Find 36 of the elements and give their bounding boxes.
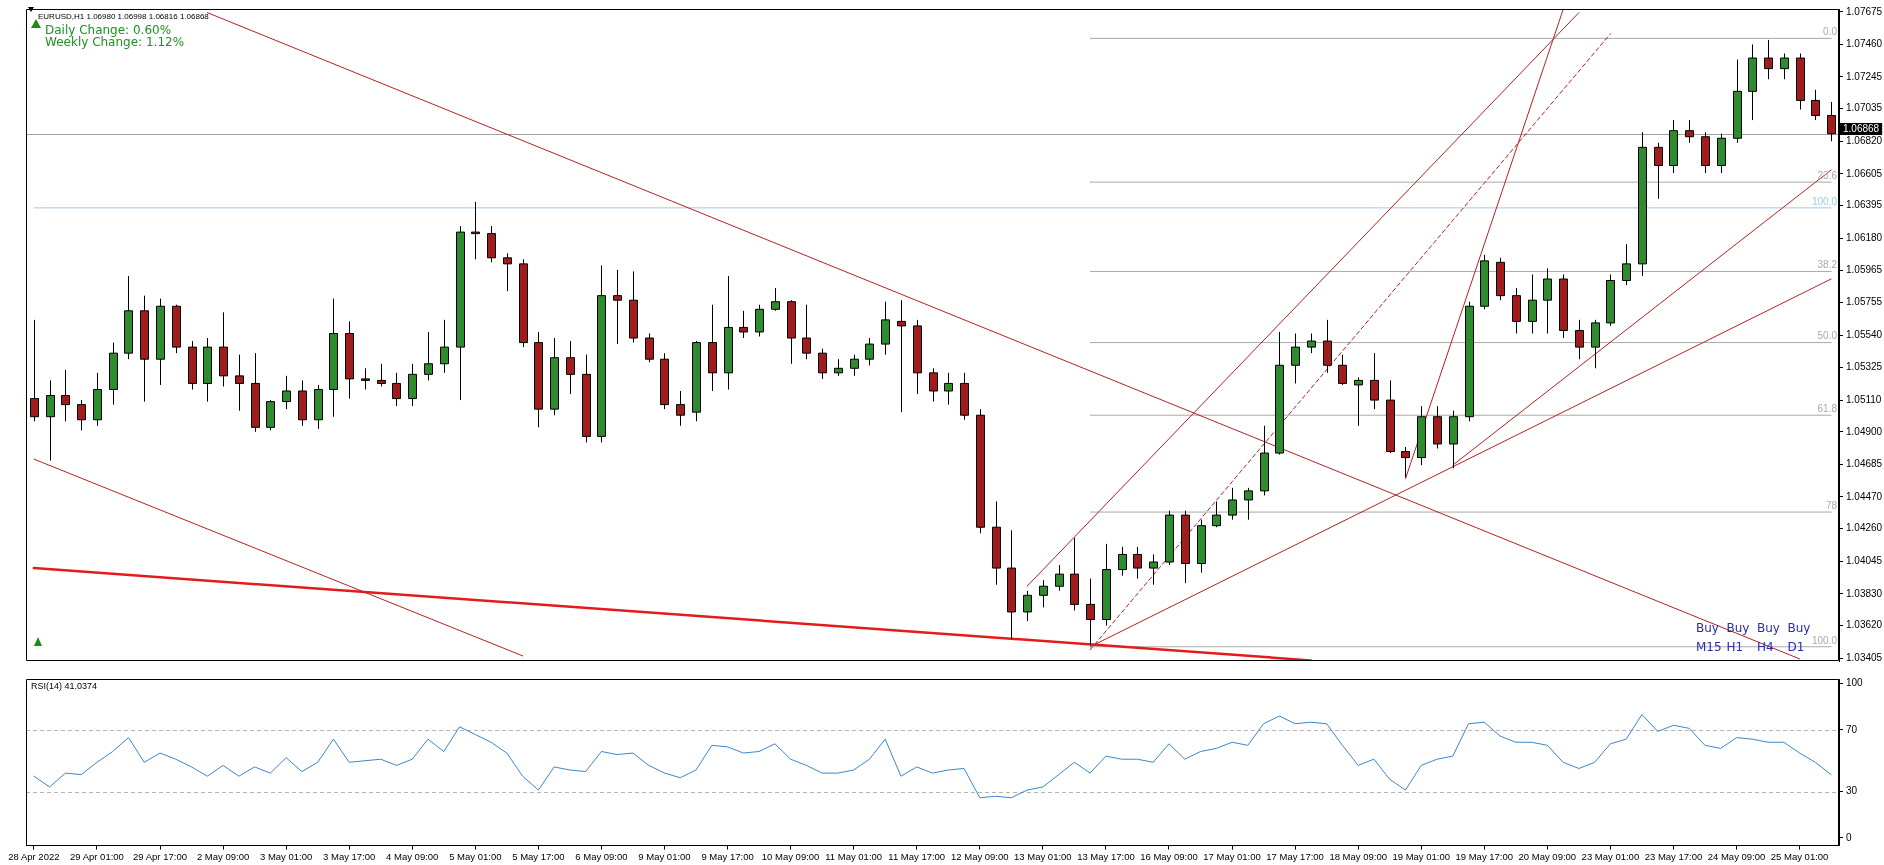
x-tick-label: 12 May 09:00 [951,850,1009,862]
x-tick-label: 24 May 09:00 [1707,850,1766,862]
x-tick-label: 13 May 01:00 [1014,850,1072,862]
x-tick-label: 16 May 09:00 [1140,850,1198,862]
x-tick-label: 11 May 01:00 [825,850,883,862]
y-tick-label: 1.07675 [1846,5,1883,17]
x-tick-label: 5 May 17:00 [512,850,565,862]
x-tick-label: 20 May 09:00 [1518,850,1577,862]
x-tick-label: 4 May 09:00 [386,850,439,862]
x-tick-label: 9 May 17:00 [701,850,754,862]
y-tick-label: 30 [1846,785,1858,797]
x-tick-label: 9 May 01:00 [638,850,691,862]
x-tick-label: 6 May 09:00 [575,850,628,862]
x-tick-label: 3 May 01:00 [259,850,313,862]
x-tick-label: 5 May 01:00 [449,850,502,862]
x-tick-label: 10 May 09:00 [761,850,820,862]
x-tick-label: 23 May 17:00 [1644,850,1703,862]
y-tick-label: 100 [1846,677,1864,689]
chart-title: RSI(14) 41.0374 [31,681,98,692]
x-tick-label: 3 May 17:00 [323,850,376,862]
x-tick-label: 19 May 01:00 [1392,850,1451,862]
x-tick-label: 25 May 01:00 [1770,850,1829,862]
x-tick-label: 19 May 17:00 [1455,850,1514,862]
x-tick-label: 17 May 17:00 [1266,850,1324,862]
x-tick-label: 23 May 01:00 [1581,850,1640,862]
x-tick-label: 11 May 17:00 [888,850,946,862]
y-tick-label: 70 [1846,723,1858,735]
x-tick-label: 29 Apr 17:00 [133,850,187,862]
x-tick-label: 28 Apr 2022 [8,850,60,862]
x-tick-label: 17 May 01:00 [1203,850,1261,862]
x-tick-label: 18 May 09:00 [1329,850,1387,862]
y-tick-label: 0 [1846,831,1852,843]
x-tick-label: 13 May 17:00 [1077,850,1135,862]
x-tick-label: 29 Apr 01:00 [70,850,124,862]
x-tick-label: 2 May 09:00 [196,850,250,862]
y-tick-label: 1.03405 [1846,651,1883,663]
